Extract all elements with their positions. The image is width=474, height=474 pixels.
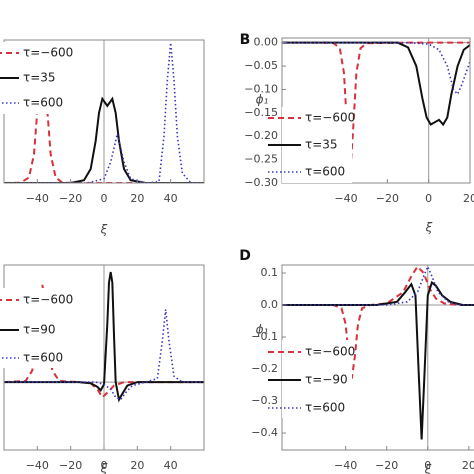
- y-axis-label: ϕ₁: [256, 93, 269, 107]
- y-tick-label: −0.4: [251, 426, 278, 439]
- curve: [282, 265, 474, 306]
- legend-label: τ=−600: [305, 111, 355, 125]
- curve: [4, 96, 204, 183]
- y-tick-label: −0.05: [244, 59, 278, 72]
- y-tick-label: −0.15: [244, 106, 278, 119]
- x-tick-label: 40: [164, 459, 178, 472]
- curve: [282, 280, 474, 440]
- x-tick-label: 0: [101, 459, 108, 472]
- legend-box: [0, 288, 80, 368]
- y-tick-label: 0.00: [254, 36, 279, 49]
- y-tick-label: −0.25: [244, 153, 278, 166]
- legend-label: τ=600: [305, 401, 345, 415]
- y-axis-label: ϕ₁: [256, 323, 269, 337]
- curve: [4, 42, 204, 183]
- legend-label: τ=90: [23, 323, 56, 337]
- x-tick-label: 20: [462, 459, 474, 472]
- curve: [282, 265, 474, 379]
- x-axis-label: ξ: [424, 463, 432, 474]
- legend-label: τ=−90: [305, 373, 348, 387]
- legend-label: τ=35: [305, 138, 338, 152]
- legend-label: τ=−600: [305, 345, 355, 359]
- y-tick-label: 0.0: [261, 298, 279, 311]
- x-axis-label: ξ: [100, 462, 108, 474]
- curve: [282, 41, 470, 174]
- panel-label: B: [240, 32, 251, 48]
- x-tick-label: −40: [334, 459, 357, 472]
- x-tick-label: −20: [375, 459, 398, 472]
- curve: [4, 42, 204, 183]
- x-tick-label: −20: [59, 459, 82, 472]
- x-tick-label: 0: [425, 192, 432, 205]
- x-axis-label: ξ: [425, 221, 433, 235]
- curve: [282, 41, 470, 96]
- x-tick-label: −40: [26, 459, 49, 472]
- x-tick-label: −40: [26, 192, 49, 205]
- y-tick-label: −0.10: [244, 82, 278, 95]
- legend-label: τ=−600: [23, 293, 73, 307]
- curve: [4, 271, 204, 403]
- x-tick-label: 0: [101, 192, 108, 205]
- y-tick-label: −0.1: [251, 330, 278, 343]
- legend-label: τ=35: [23, 71, 56, 85]
- y-tick-label: −0.20: [244, 129, 278, 142]
- x-tick-label: −20: [59, 192, 82, 205]
- y-tick-label: −0.3: [251, 394, 278, 407]
- x-axis-label: ξ: [100, 223, 108, 237]
- y-tick-label: −0.30: [244, 176, 278, 189]
- x-tick-label: −40: [334, 192, 357, 205]
- legend-label: τ=600: [23, 96, 63, 110]
- x-tick-label: 20: [130, 192, 144, 205]
- curve: [4, 309, 204, 401]
- x-tick-label: 20: [130, 459, 144, 472]
- x-tick-label: 20: [463, 192, 474, 205]
- legend-label: τ=−600: [23, 46, 73, 60]
- panel-label: D: [239, 248, 251, 264]
- x-tick-label: 0: [424, 459, 431, 472]
- y-tick-label: −0.2: [251, 362, 278, 375]
- legend-label: τ=600: [23, 351, 63, 365]
- y-tick-label: 0.1: [261, 266, 279, 279]
- legend-label: τ=600: [305, 165, 345, 179]
- curve: [282, 41, 470, 127]
- x-tick-label: −20: [376, 192, 399, 205]
- x-tick-label: 40: [164, 192, 178, 205]
